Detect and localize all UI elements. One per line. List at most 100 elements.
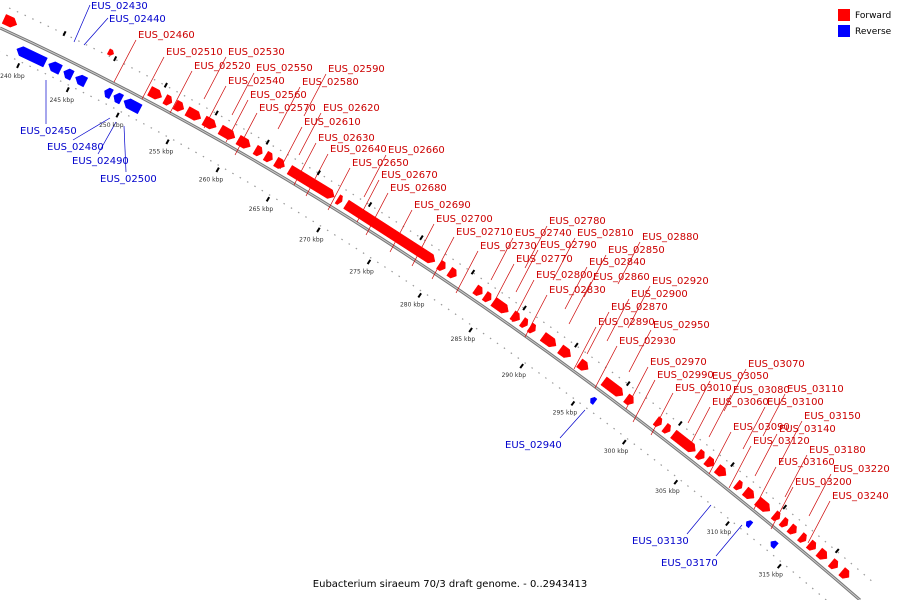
gene-label-forward: EUS_02810 [577, 228, 634, 239]
tick-mark [468, 327, 473, 333]
forward-gene-arrow [446, 266, 457, 279]
leader-line [708, 431, 732, 475]
forward-gene-arrow [217, 124, 236, 140]
forward-gene-arrow [343, 199, 436, 264]
tick-mark [417, 292, 422, 298]
forward-gene-arrow [436, 259, 446, 272]
gene-label-forward: EUS_02560 [250, 90, 307, 101]
forward-gene-arrow [770, 510, 781, 522]
leader-line [784, 454, 808, 498]
forward-gene-arrow [252, 144, 263, 157]
leader-line [431, 236, 455, 280]
gene-label-forward: EUS_02650 [352, 158, 409, 169]
track-mark [265, 139, 270, 145]
gene-label-forward: EUS_02830 [549, 285, 606, 296]
leader-line [363, 154, 387, 198]
forward-gene-arrow [273, 156, 285, 169]
gene-label-forward: EUS_03120 [753, 436, 810, 447]
gene-label-forward: EUS_03140 [779, 424, 836, 435]
gene-label-forward: EUS_03160 [778, 457, 835, 468]
forward-gene-arrow [786, 523, 797, 535]
gene-label-forward: EUS_02890 [598, 317, 655, 328]
forward-gene-arrow [753, 496, 771, 512]
leader-line [594, 345, 618, 389]
gene-label-forward: EUS_03240 [832, 491, 889, 502]
gene-label-forward: EUS_02590 [328, 64, 385, 75]
leader-line [742, 406, 766, 450]
track-mark [574, 342, 579, 348]
tick-mark [366, 259, 372, 265]
leader-line [628, 329, 652, 373]
tick-label: 295 kbp [553, 409, 578, 416]
forward-gene-arrow [670, 429, 696, 453]
gene-label-forward: EUS_02610 [304, 117, 361, 128]
forward-gene-arrow [106, 48, 114, 56]
forward-gene-arrow [235, 134, 251, 149]
gene-label-forward: EUS_02930 [619, 336, 676, 347]
map-caption: Eubacterium siraeum 70/3 draft genome. -… [313, 579, 587, 590]
tick-mark [165, 139, 170, 145]
genome-backbone [0, 26, 861, 600]
forward-gene-arrow [838, 567, 850, 579]
forward-gene-arrow [172, 99, 185, 112]
reverse-gene-arrow [48, 61, 63, 75]
forward-gene-arrow [576, 358, 589, 371]
gene-label-forward: EUS_02880 [642, 232, 699, 243]
gene-label-forward: EUS_03180 [809, 445, 866, 456]
gene-label-reverse: EUS_03170 [661, 558, 718, 569]
leader-line [141, 56, 165, 100]
tick-label: 285 kbp [451, 336, 476, 343]
gene-label-forward: EUS_02850 [608, 245, 665, 256]
gene-label-forward: EUS_02460 [138, 30, 195, 41]
tick-mark [316, 227, 321, 233]
gene-label-reverse: EUS_02940 [505, 440, 562, 451]
gene-label-forward: EUS_02790 [540, 240, 597, 251]
leader-line [564, 266, 588, 310]
leader-line [754, 433, 778, 477]
backbone-highlight [0, 27, 861, 600]
tick-mark [570, 400, 576, 407]
leader-line [97, 121, 117, 155]
gene-label-forward: EUS_02800 [536, 270, 593, 281]
tick-mark [215, 167, 220, 173]
gene-label-forward: EUS_03200 [795, 477, 852, 488]
forward-gene-arrow [652, 416, 663, 427]
tick-labels: 240 kbp 245 kbp 250 kbp 255 kbp 260 kbp 265 k… [0, 30, 840, 579]
leader-line [686, 504, 712, 535]
legend-reverse-swatch [838, 25, 850, 37]
gene-label-forward: EUS_03100 [767, 397, 824, 408]
gene-label-forward: EUS_02920 [652, 276, 709, 287]
forward-gene-arrow [490, 297, 509, 314]
grid-inner [0, 51, 828, 600]
forward-gene-arrow [262, 150, 273, 163]
forward-gene-arrow [557, 344, 571, 358]
tick-label: 275 kbp [349, 268, 374, 275]
gene-label-forward: EUS_03090 [733, 422, 790, 433]
legend-forward-swatch [838, 9, 850, 21]
gene-label-forward: EUS_03050 [712, 371, 769, 382]
forward-gene-arrow [184, 106, 202, 121]
reverse-gene-arrow [123, 98, 143, 115]
gene-label-forward: EUS_02670 [381, 170, 438, 181]
backbone-line [0, 26, 861, 600]
track-grid [0, 7, 875, 600]
gene-label-forward: EUS_02640 [330, 144, 387, 155]
gene-label-forward: EUS_03110 [787, 384, 844, 395]
leader-line [779, 420, 803, 464]
leader-line [552, 237, 576, 281]
track-mark [214, 110, 219, 116]
forward-gene-arrow [472, 284, 483, 296]
track-mark [419, 235, 424, 241]
forward-gene-arrow [481, 291, 492, 303]
leader-line [72, 117, 111, 141]
leader-line [606, 298, 630, 342]
forward-gene-arrow [1, 14, 18, 28]
tick-mark [519, 363, 524, 369]
tick-mark [265, 196, 271, 202]
gene-label-reverse: EUS_02440 [109, 14, 166, 25]
gene-label-reverse: EUS_02490 [72, 156, 129, 167]
leader-line [203, 56, 227, 100]
leader-line [715, 524, 743, 557]
gene-label-forward: EUS_02550 [256, 63, 313, 74]
